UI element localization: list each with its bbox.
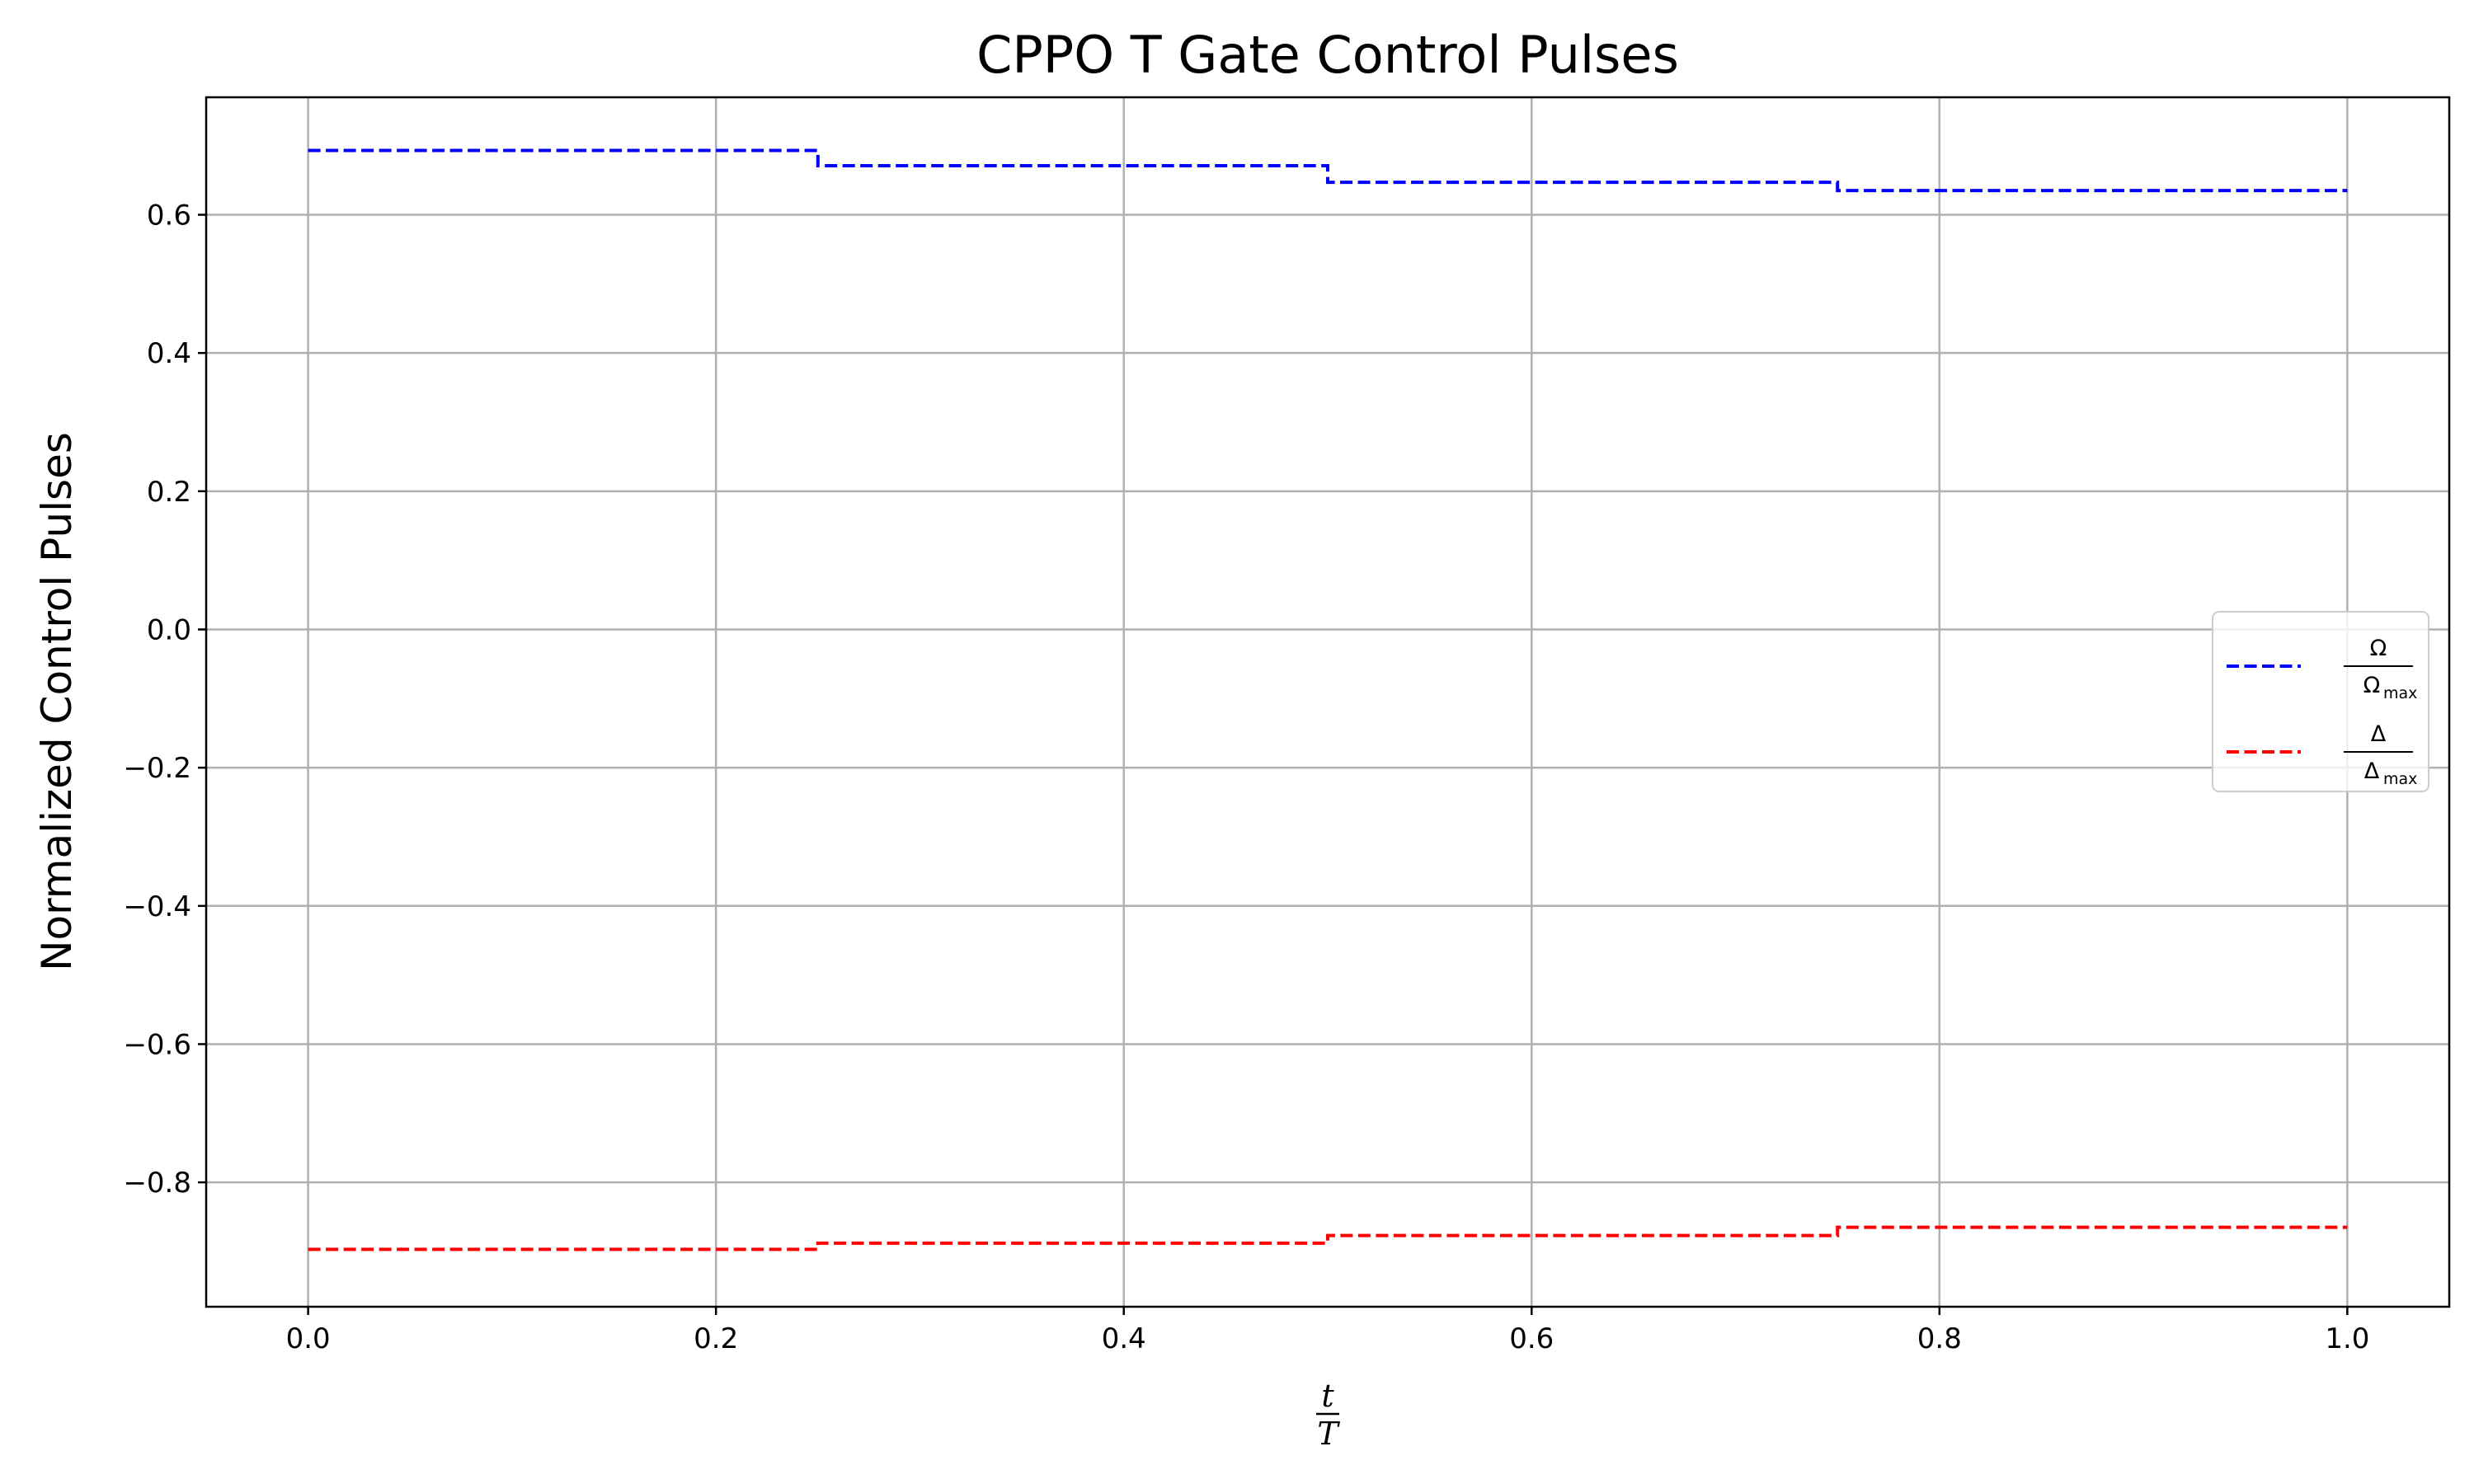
- y-tick-label: 0.2: [147, 476, 191, 509]
- y-tick-label: −0.6: [123, 1028, 191, 1061]
- legend-box: [2212, 611, 2429, 792]
- legend-label-numerator: Ω: [2370, 636, 2387, 661]
- y-axis-label: Normalized Control Pulses: [33, 432, 81, 971]
- x-tick-label: 0.2: [694, 1322, 738, 1355]
- legend-label-numerator: Δ: [2371, 721, 2387, 747]
- y-tick-label: 0.4: [147, 337, 191, 370]
- series-layer: [308, 148, 2348, 1252]
- y-axis-ticks: −0.8 −0.6 −0.4 −0.2 0.0 0.2 0.4 0.6: [123, 200, 206, 1200]
- legend-label-subscript: max: [2383, 770, 2417, 788]
- x-tick-label: 0.8: [1917, 1322, 1962, 1355]
- y-tick-label: −0.8: [123, 1167, 191, 1200]
- legend-label-denominator: Δ: [2364, 758, 2380, 784]
- plot-frame: [205, 96, 2451, 1308]
- legend-label-subscript: max: [2383, 684, 2417, 702]
- x-tick-label: 0.4: [1102, 1322, 1146, 1355]
- y-tick-label: −0.4: [123, 890, 191, 923]
- x-axis-label-denominator: T: [1317, 1416, 1340, 1452]
- y-tick-label: 0.6: [147, 200, 191, 232]
- y-tick-label: −0.2: [123, 752, 191, 785]
- x-tick-label: 0.6: [1509, 1322, 1554, 1355]
- x-axis-label-numerator: t: [1321, 1378, 1334, 1414]
- x-axis-label: t T: [1316, 1378, 1340, 1452]
- series-line-0: [308, 148, 2348, 193]
- legend-label-denominator: Ω: [2363, 673, 2381, 698]
- x-axis-ticks: 0.0 0.2 0.4 0.6 0.8 1.0: [286, 1307, 2369, 1355]
- x-tick-label: 0.0: [286, 1322, 331, 1355]
- y-tick-label: 0.0: [147, 613, 191, 646]
- series-line-1: [308, 1225, 2348, 1252]
- x-tick-label: 1.0: [2325, 1322, 2369, 1355]
- chart-title: CPPO T Gate Control Pulses: [976, 25, 1679, 85]
